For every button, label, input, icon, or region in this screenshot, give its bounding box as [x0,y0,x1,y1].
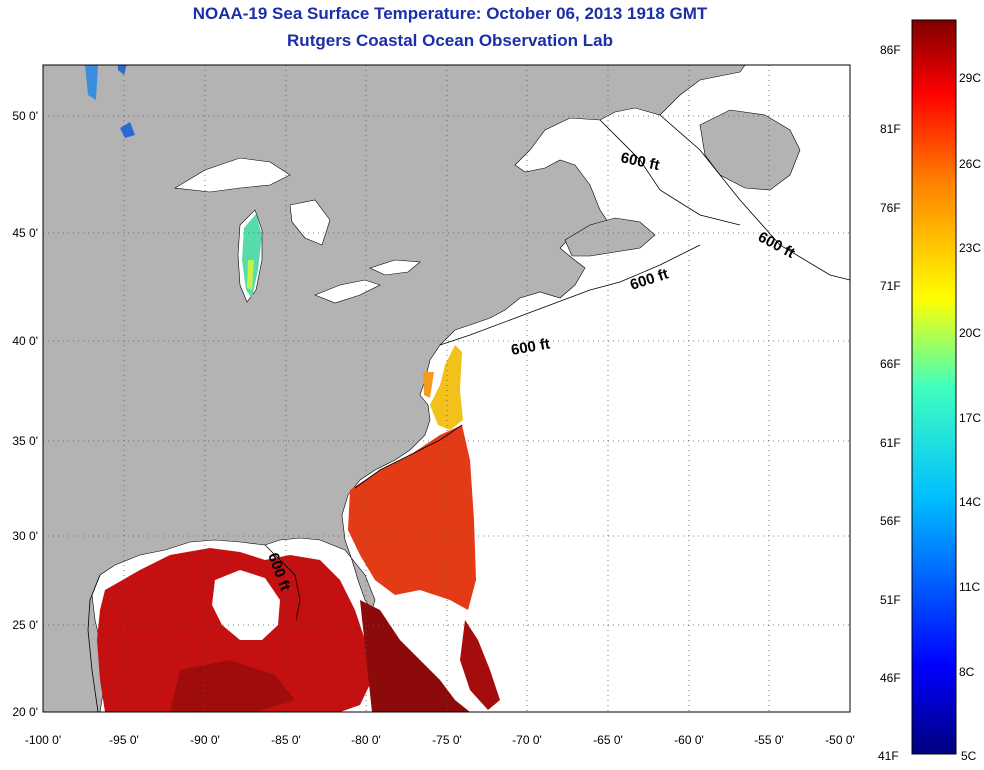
lat-tick-label: 35 0' [12,434,38,448]
isobath-label: 600 ft [510,335,552,359]
colorbar-c-label: 29C [959,71,982,85]
lon-tick-label: -100 0' [25,733,61,747]
colorbar-c-label: 17C [959,411,982,425]
lon-tick-label: -85 0' [271,733,301,747]
isobath-600ft [87,114,850,712]
sst-data-layer [85,65,500,712]
lat-tick-label: 50 0' [12,109,38,123]
colorbar-f-label: 66F [880,357,901,371]
colorbar [911,19,957,755]
colorbar-f-label: 71F [880,279,901,293]
colorbar-f-label: 81F [880,122,901,136]
colorbar-c-label: 26C [959,157,982,171]
colorbar-f-label: 46F [880,671,901,685]
lat-axis: 20 0' 25 0' 30 0' 35 0' 40 0' 45 0' 50 0… [12,109,38,719]
lon-tick-label: -80 0' [351,733,381,747]
colorbar-c-label: 23C [959,241,982,255]
colorbar-f-label: 76F [880,201,901,215]
lon-axis: -100 0' -95 0' -90 0' -85 0' -80 0' -75 … [25,733,855,747]
colorbar-c-label: 20C [959,326,982,340]
lat-tick-label: 40 0' [12,334,38,348]
lon-tick-label: -70 0' [512,733,542,747]
lon-tick-label: -75 0' [432,733,462,747]
lat-tick-label: 20 0' [12,705,38,719]
lon-tick-label: -90 0' [190,733,220,747]
lat-tick-label: 25 0' [12,618,38,632]
lon-tick-label: -95 0' [109,733,139,747]
lon-tick-label: -60 0' [674,733,704,747]
colorbar-f-label: 56F [880,514,901,528]
colorbar-f-label: 51F [880,593,901,607]
map-subtitle: Rutgers Coastal Ocean Observation Lab [287,31,613,50]
colorbar-c-label: 5C [961,749,977,763]
lat-tick-label: 45 0' [12,226,38,240]
colorbar-f-label: 41F [878,749,899,763]
colorbar-f-label: 61F [880,436,901,450]
colorbar-c-label: 14C [959,495,982,509]
lon-tick-label: -55 0' [754,733,784,747]
map-title: NOAA-19 Sea Surface Temperature: October… [192,4,708,23]
nova-scotia [564,217,656,257]
lon-tick-label: -65 0' [593,733,623,747]
colorbar-c-label: 11C [959,580,981,594]
lat-tick-label: 30 0' [12,529,38,543]
colorbar-c-label: 8C [959,665,975,679]
lon-tick-label: -50 0' [825,733,855,747]
colorbar-f-label: 86F [880,43,901,57]
